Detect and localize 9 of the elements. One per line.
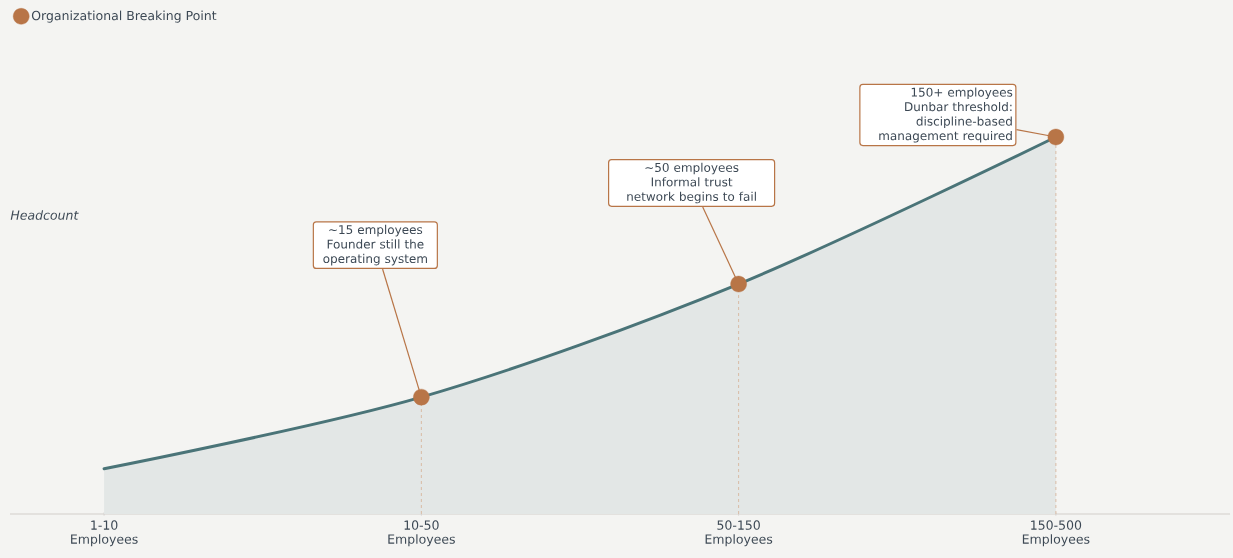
x-tick-label: 10-50 Employees (388, 520, 455, 547)
annotation: 150+ employees Dunbar threshold: discipline-based management required (879, 87, 1013, 143)
annotation: ~15 employees Founder still the operating system (323, 224, 427, 266)
x-tick-label: 50-150 Employees (705, 520, 773, 547)
y-axis-title: Headcount (10, 210, 79, 220)
annotation: ~50 employees Informal trust network begins to fail (627, 162, 756, 204)
legend-label: Organizational Breaking Point (31, 10, 217, 23)
x-tick-label: 150-500 Employees (1022, 520, 1090, 547)
x-tick-label: 1-10 Employees (71, 520, 138, 547)
